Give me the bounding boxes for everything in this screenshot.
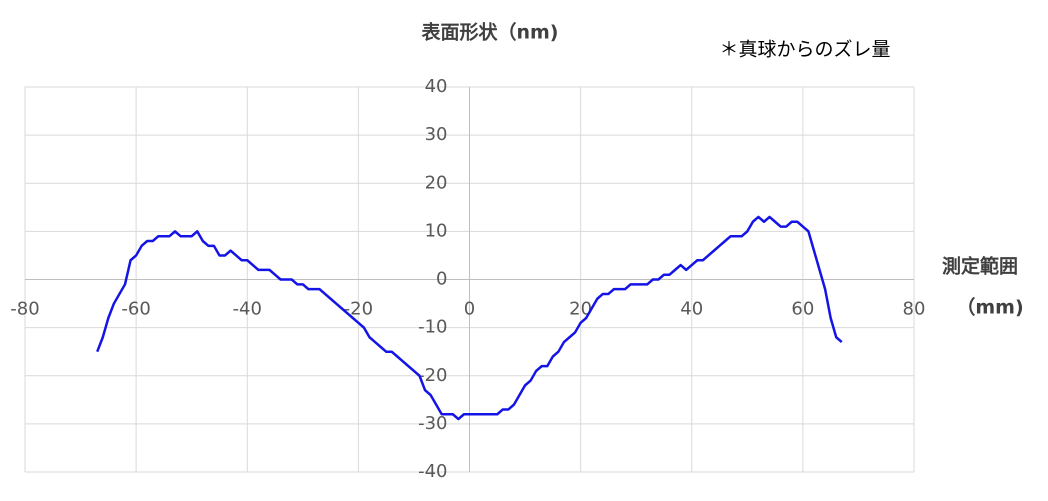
x-axis-unit: （mm): [956, 296, 1023, 319]
x-tick-label: 60: [791, 299, 814, 320]
y-tick-label: 20: [425, 172, 448, 193]
data-line: [96, 215, 843, 421]
x-tick-label: 20: [569, 299, 592, 320]
x-tick-label: 0: [464, 299, 475, 320]
x-axis-label: 測定範囲: [942, 255, 1018, 278]
y-tick-label: 30: [425, 124, 448, 145]
y-tick-label: 10: [425, 220, 448, 241]
x-tick-label: 40: [680, 299, 703, 320]
y-tick-label: -10: [418, 317, 447, 338]
y-tick-label: -30: [418, 413, 447, 434]
y-tick-label: 40: [425, 76, 448, 97]
x-tick-label: 80: [903, 299, 926, 320]
x-tick-label: -60: [121, 299, 150, 320]
annotation: ＊真球からのズレ量: [719, 39, 890, 61]
y-tick-label: -40: [418, 461, 447, 482]
y-tick-label: -20: [418, 365, 447, 386]
x-tick-label: -20: [344, 299, 373, 320]
y-tick-label: 0: [436, 269, 447, 290]
x-tick-label: -80: [10, 299, 39, 320]
chart-title: 表面形状（nm): [421, 21, 558, 44]
x-tick-label: -40: [233, 299, 262, 320]
